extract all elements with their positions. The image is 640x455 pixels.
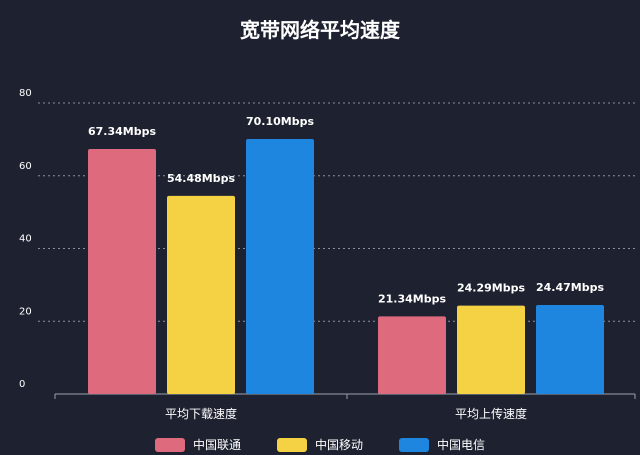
data-label-mobile: 54.48Mbps — [167, 172, 235, 185]
legend-swatch-telecom — [399, 437, 429, 452]
legend-item-unicom[interactable]: 中国联通 — [154, 436, 241, 453]
y-tick-label: 20 — [19, 306, 32, 317]
x-tick-label: 平均下载速度 — [165, 406, 237, 421]
data-label-unicom: 21.34Mbps — [378, 292, 446, 305]
y-tick-label: 80 — [19, 88, 32, 99]
bar-mobile — [167, 195, 235, 394]
legend-label-mobile: 中国移动 — [314, 438, 363, 452]
legend: 中国联通 中国移动 中国电信 — [0, 436, 640, 453]
legend-item-telecom[interactable]: 中国电信 — [399, 436, 485, 453]
legend-swatch-mobile — [276, 437, 307, 452]
legend-item-mobile[interactable]: 中国移动 — [276, 436, 363, 453]
bar-telecom — [536, 304, 604, 394]
chart-title: 宽带网络平均速度 — [240, 18, 400, 42]
y-tick-label: 0 — [19, 379, 25, 390]
data-label-telecom: 70.10Mbps — [246, 115, 314, 128]
legend-swatch-unicom — [154, 437, 185, 452]
data-label-unicom: 67.34Mbps — [88, 125, 156, 138]
bar-unicom — [88, 149, 156, 394]
bar-mobile — [457, 305, 525, 394]
data-label-telecom: 24.47Mbps — [536, 281, 604, 294]
x-tick-label: 平均上传速度 — [455, 406, 527, 421]
legend-label-unicom: 中国联通 — [192, 438, 241, 452]
data-label-mobile: 24.29Mbps — [457, 282, 525, 295]
y-tick-label: 60 — [19, 161, 32, 172]
bar-telecom — [246, 139, 314, 394]
y-tick-label: 40 — [19, 234, 32, 245]
bar-unicom — [378, 316, 446, 394]
legend-label-telecom: 中国电信 — [437, 438, 486, 452]
